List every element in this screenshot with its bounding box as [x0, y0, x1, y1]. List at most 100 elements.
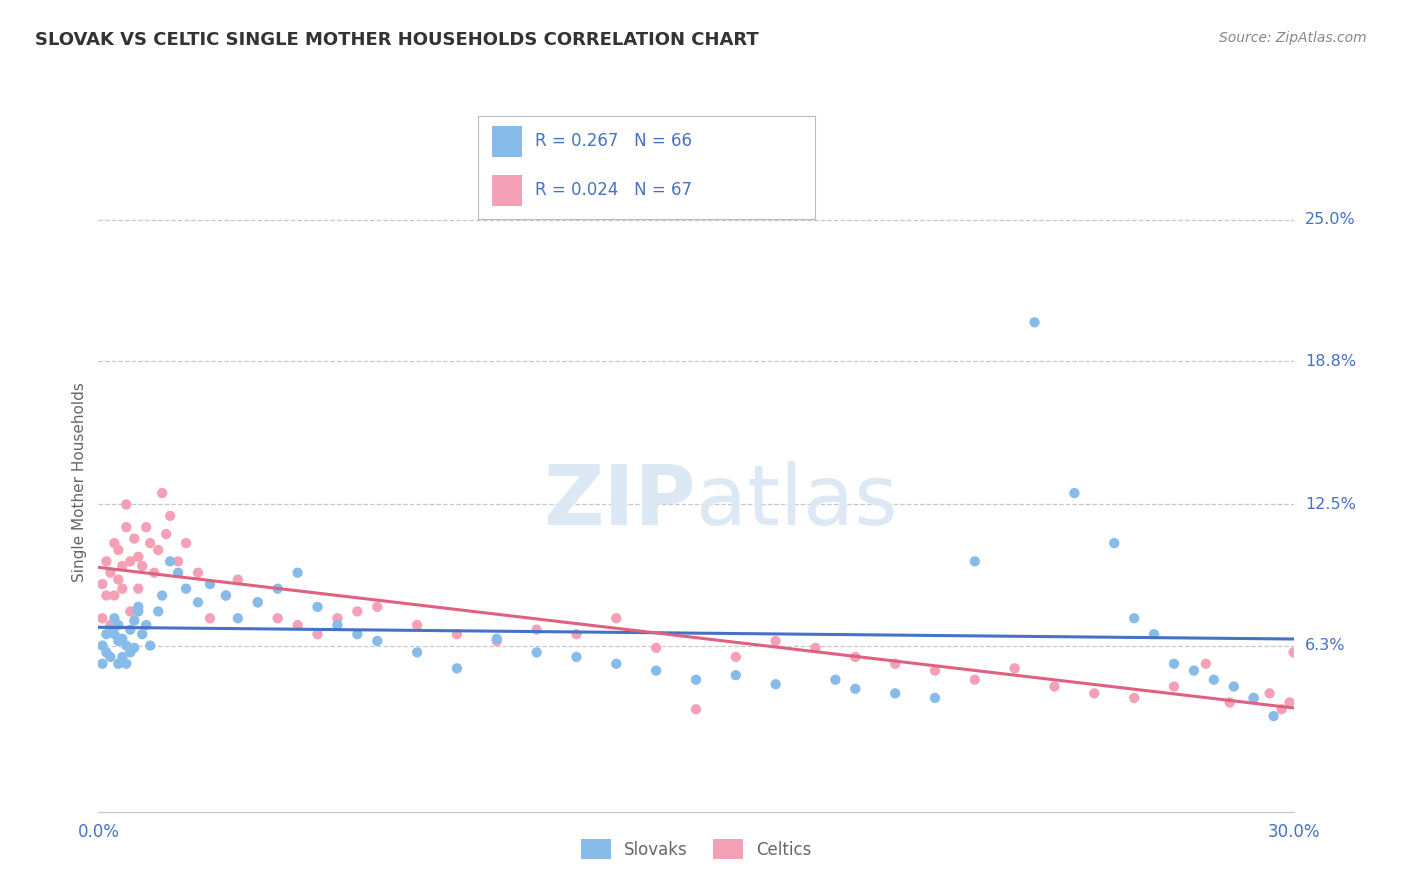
Point	[120, 604, 142, 618]
Point	[91, 611, 114, 625]
Point	[287, 566, 309, 580]
Point	[124, 640, 146, 655]
Text: 18.8%: 18.8%	[1305, 353, 1355, 368]
Point	[346, 627, 368, 641]
Point	[135, 520, 157, 534]
Point	[267, 582, 290, 596]
Point	[287, 618, 309, 632]
Point	[120, 554, 142, 568]
Point	[1278, 696, 1301, 710]
Point	[446, 661, 468, 675]
Point	[143, 566, 166, 580]
Point	[131, 627, 153, 641]
Point	[246, 595, 269, 609]
Point	[226, 611, 249, 625]
Point	[159, 508, 181, 523]
Point	[103, 589, 125, 603]
Bar	[492, 176, 522, 206]
Legend: Slovaks, Celtics: Slovaks, Celtics	[574, 832, 818, 866]
Point	[139, 639, 162, 653]
Y-axis label: Single Mother Households: Single Mother Households	[72, 382, 87, 582]
Point	[485, 632, 508, 646]
Point	[1043, 680, 1066, 694]
Point	[96, 589, 118, 603]
Point	[120, 623, 142, 637]
Point	[174, 536, 197, 550]
Point	[366, 599, 388, 614]
Point	[1195, 657, 1218, 671]
Point	[103, 536, 125, 550]
Point	[724, 668, 747, 682]
Point	[198, 611, 221, 625]
Point	[167, 554, 190, 568]
Point	[526, 623, 548, 637]
Point	[485, 634, 508, 648]
Point	[1163, 680, 1185, 694]
Point	[406, 645, 429, 659]
Point	[98, 566, 122, 580]
Point	[963, 673, 986, 687]
Point	[111, 582, 134, 596]
Point	[1182, 664, 1205, 678]
Point	[96, 645, 118, 659]
Point	[226, 573, 249, 587]
Point	[111, 632, 134, 646]
Point	[1282, 645, 1305, 659]
Point	[1222, 680, 1246, 694]
Point	[1143, 627, 1166, 641]
Point	[884, 686, 907, 700]
Point	[804, 640, 827, 655]
Point	[346, 604, 368, 618]
Point	[924, 690, 946, 705]
Point	[565, 627, 588, 641]
Bar	[492, 126, 522, 157]
Point	[1202, 673, 1225, 687]
Point	[724, 649, 747, 664]
Point	[159, 554, 181, 568]
Text: Source: ZipAtlas.com: Source: ZipAtlas.com	[1219, 31, 1367, 45]
Point	[924, 664, 946, 678]
Point	[605, 611, 627, 625]
Point	[139, 536, 162, 550]
Point	[187, 595, 209, 609]
Point	[96, 554, 118, 568]
Text: 12.5%: 12.5%	[1305, 497, 1355, 512]
Point	[1271, 702, 1294, 716]
Point	[1004, 661, 1026, 675]
Text: R = 0.024   N = 67: R = 0.024 N = 67	[536, 181, 692, 199]
Point	[326, 618, 349, 632]
Point	[111, 558, 134, 573]
Point	[98, 618, 122, 632]
Text: 6.3%: 6.3%	[1305, 638, 1346, 653]
Text: R = 0.267   N = 66: R = 0.267 N = 66	[536, 132, 692, 150]
Point	[1163, 657, 1185, 671]
Point	[107, 618, 129, 632]
Point	[103, 627, 125, 641]
Point	[107, 634, 129, 648]
Point	[765, 677, 787, 691]
Point	[148, 543, 170, 558]
Point	[150, 486, 173, 500]
Point	[605, 657, 627, 671]
Point	[150, 589, 173, 603]
Point	[98, 649, 122, 664]
Point	[685, 702, 707, 716]
Point	[103, 611, 125, 625]
Point	[406, 618, 429, 632]
Point	[366, 634, 388, 648]
Point	[1102, 536, 1125, 550]
Point	[174, 582, 197, 596]
Point	[824, 673, 846, 687]
Text: 25.0%: 25.0%	[1305, 212, 1355, 227]
Point	[267, 611, 290, 625]
Point	[844, 681, 866, 696]
Point	[246, 595, 269, 609]
Point	[127, 604, 149, 618]
Point	[98, 623, 122, 637]
Point	[1123, 611, 1146, 625]
Point	[844, 649, 866, 664]
Point	[645, 664, 668, 678]
Point	[765, 634, 787, 648]
Point	[91, 657, 114, 671]
Point	[155, 527, 177, 541]
